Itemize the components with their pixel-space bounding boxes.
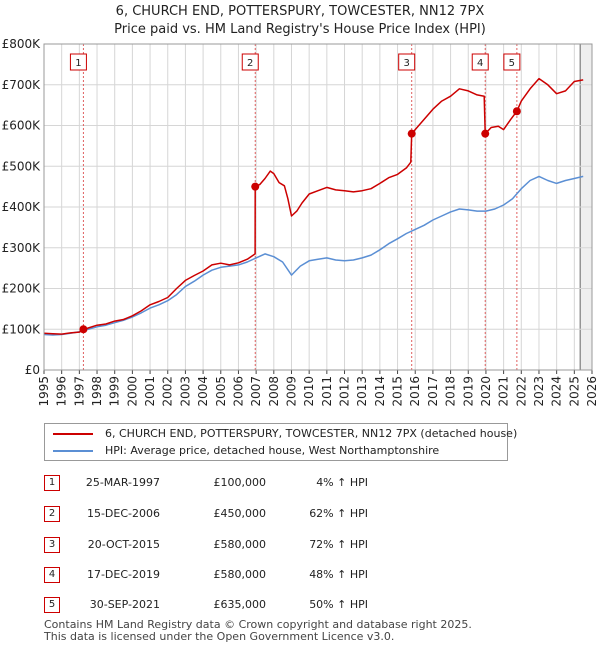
- x-tick-label: 2006: [231, 376, 245, 407]
- legend-hpi-label: HPI: Average price, detached house, West…: [105, 444, 440, 457]
- transaction-date: 25-MAR-1997: [85, 476, 160, 489]
- x-tick-label: 2022: [514, 376, 528, 407]
- transaction-price: £100,000: [213, 476, 267, 489]
- legend-property-swatch: [53, 433, 93, 435]
- table-row: 3 20-OCT-2015 £580,000 72% ↑ HPI: [0, 537, 600, 557]
- table-row: 2 15-DEC-2006 £450,000 62% ↑ HPI: [0, 506, 600, 526]
- transaction-number-badge: 1: [44, 475, 60, 491]
- x-tick-label: 2008: [267, 376, 281, 407]
- transaction-date: 15-DEC-2006: [86, 507, 160, 520]
- plot-border: [43, 43, 593, 371]
- y-tick-label: £200K: [2, 282, 42, 296]
- x-tick-label: 2024: [550, 376, 564, 407]
- chart-subtitle: Price paid vs. HM Land Registry's House …: [114, 22, 486, 37]
- transaction-hpi-change: 50% ↑ HPI: [309, 598, 368, 611]
- sale-point: [481, 129, 490, 138]
- transaction-price: £635,000: [213, 598, 267, 611]
- legend-item-property: 6, CHURCH END, POTTERSPURY, TOWCESTER, N…: [53, 426, 517, 442]
- x-tick-label: 2016: [408, 376, 422, 407]
- transaction-date: 20-OCT-2015: [87, 538, 160, 551]
- y-tick-label: £300K: [2, 241, 42, 255]
- transaction-hpi-change: 62% ↑ HPI: [309, 507, 368, 520]
- y-tick-label: £500K: [2, 159, 42, 173]
- legend-property-label: 6, CHURCH END, POTTERSPURY, TOWCESTER, N…: [105, 427, 518, 440]
- x-tick-label: 2018: [444, 376, 458, 407]
- transaction-price: £450,000: [213, 507, 267, 520]
- legend: 6, CHURCH END, POTTERSPURY, TOWCESTER, N…: [44, 423, 517, 461]
- x-tick-label: 2009: [284, 376, 298, 407]
- transaction-number-badge: 2: [44, 506, 60, 522]
- x-tick-label: 2025: [567, 376, 581, 407]
- x-tick-label: 2013: [355, 376, 369, 407]
- x-tick-label: 2023: [532, 376, 546, 407]
- footer-copyright: Contains HM Land Registry data © Crown c…: [44, 618, 472, 631]
- x-tick-label: 1997: [72, 376, 86, 407]
- x-tick-label: 2002: [161, 376, 175, 407]
- table-row: 4 17-DEC-2019 £580,000 48% ↑ HPI: [0, 567, 600, 587]
- x-tick-label: 2026: [585, 376, 599, 407]
- x-tick-label: 2001: [143, 376, 157, 407]
- x-tick-label: 2012: [338, 376, 352, 407]
- x-tick-label: 1996: [55, 376, 69, 407]
- sale-label-number: 5: [509, 58, 515, 69]
- property-price-line: [43, 77, 584, 335]
- sale-label-box: [241, 53, 259, 71]
- sale-label-box: [471, 53, 489, 71]
- chart-title: 6, CHURCH END, POTTERSPURY, TOWCESTER, N…: [115, 4, 485, 19]
- transaction-number-badge: 5: [44, 597, 60, 613]
- x-tick-label: 2010: [302, 376, 316, 407]
- x-tick-label: 2011: [320, 376, 334, 407]
- x-tick-label: 1998: [90, 376, 104, 407]
- x-tick-label: 1999: [108, 376, 122, 407]
- sale-point: [407, 129, 416, 138]
- table-row: 1 25-MAR-1997 £100,000 4% ↑ HPI: [0, 475, 600, 495]
- sale-point: [79, 325, 88, 334]
- transaction-hpi-change: 48% ↑ HPI: [309, 568, 368, 581]
- y-tick-label: £700K: [2, 78, 42, 92]
- x-tick-label: 2004: [196, 376, 210, 407]
- transaction-number-badge: 4: [44, 567, 60, 583]
- x-tick-label: 2005: [214, 376, 228, 407]
- hpi-line: [43, 175, 584, 336]
- sale-label-box: [69, 53, 87, 71]
- transaction-hpi-change: 72% ↑ HPI: [309, 538, 368, 551]
- x-tick-label: 2015: [391, 376, 405, 407]
- transaction-hpi-change: 4% ↑ HPI: [316, 476, 368, 489]
- sale-point: [251, 182, 260, 191]
- transaction-date: 30-SEP-2021: [89, 598, 160, 611]
- x-tick-label: 2019: [461, 376, 475, 407]
- sale-label-box: [398, 53, 416, 71]
- legend-item-hpi: HPI: Average price, detached house, West…: [53, 443, 439, 459]
- transaction-price: £580,000: [213, 538, 267, 551]
- table-row: 5 30-SEP-2021 £635,000 50% ↑ HPI: [0, 597, 600, 617]
- x-tick-label: 2007: [249, 376, 263, 407]
- sale-label-number: 4: [477, 58, 483, 69]
- x-tick-label: 2003: [178, 376, 192, 407]
- sale-point: [512, 107, 521, 116]
- x-tick-label: 2000: [125, 376, 139, 407]
- transaction-price: £580,000: [213, 568, 267, 581]
- y-tick-label: £800K: [2, 37, 42, 51]
- transaction-number-badge: 3: [44, 537, 60, 553]
- price-chart: 1 2 3 4 5 £0 £100K £200K £300K £400K £500K £600K £7…: [2, 37, 599, 407]
- x-tick-label: 2014: [373, 376, 387, 407]
- sale-label-number: 2: [247, 58, 253, 69]
- sale-label-number: 1: [75, 58, 81, 69]
- sale-label-box: [503, 53, 521, 71]
- x-tick-label: 1995: [37, 376, 51, 407]
- transaction-date: 17-DEC-2019: [86, 568, 160, 581]
- x-tick-label: 2020: [479, 376, 493, 407]
- sale-label-number: 3: [404, 58, 410, 69]
- y-tick-label: £600K: [2, 119, 42, 133]
- footer: Contains HM Land Registry data © Crown c…: [44, 619, 472, 643]
- y-tick-label: £400K: [2, 200, 42, 214]
- legend-hpi-swatch: [53, 450, 93, 452]
- footer-licence: This data is licensed under the Open Gov…: [44, 630, 395, 643]
- x-tick-label: 2021: [497, 376, 511, 407]
- y-tick-label: £0: [25, 363, 40, 377]
- y-tick-label: £100K: [2, 322, 42, 336]
- x-tick-label: 2017: [426, 376, 440, 407]
